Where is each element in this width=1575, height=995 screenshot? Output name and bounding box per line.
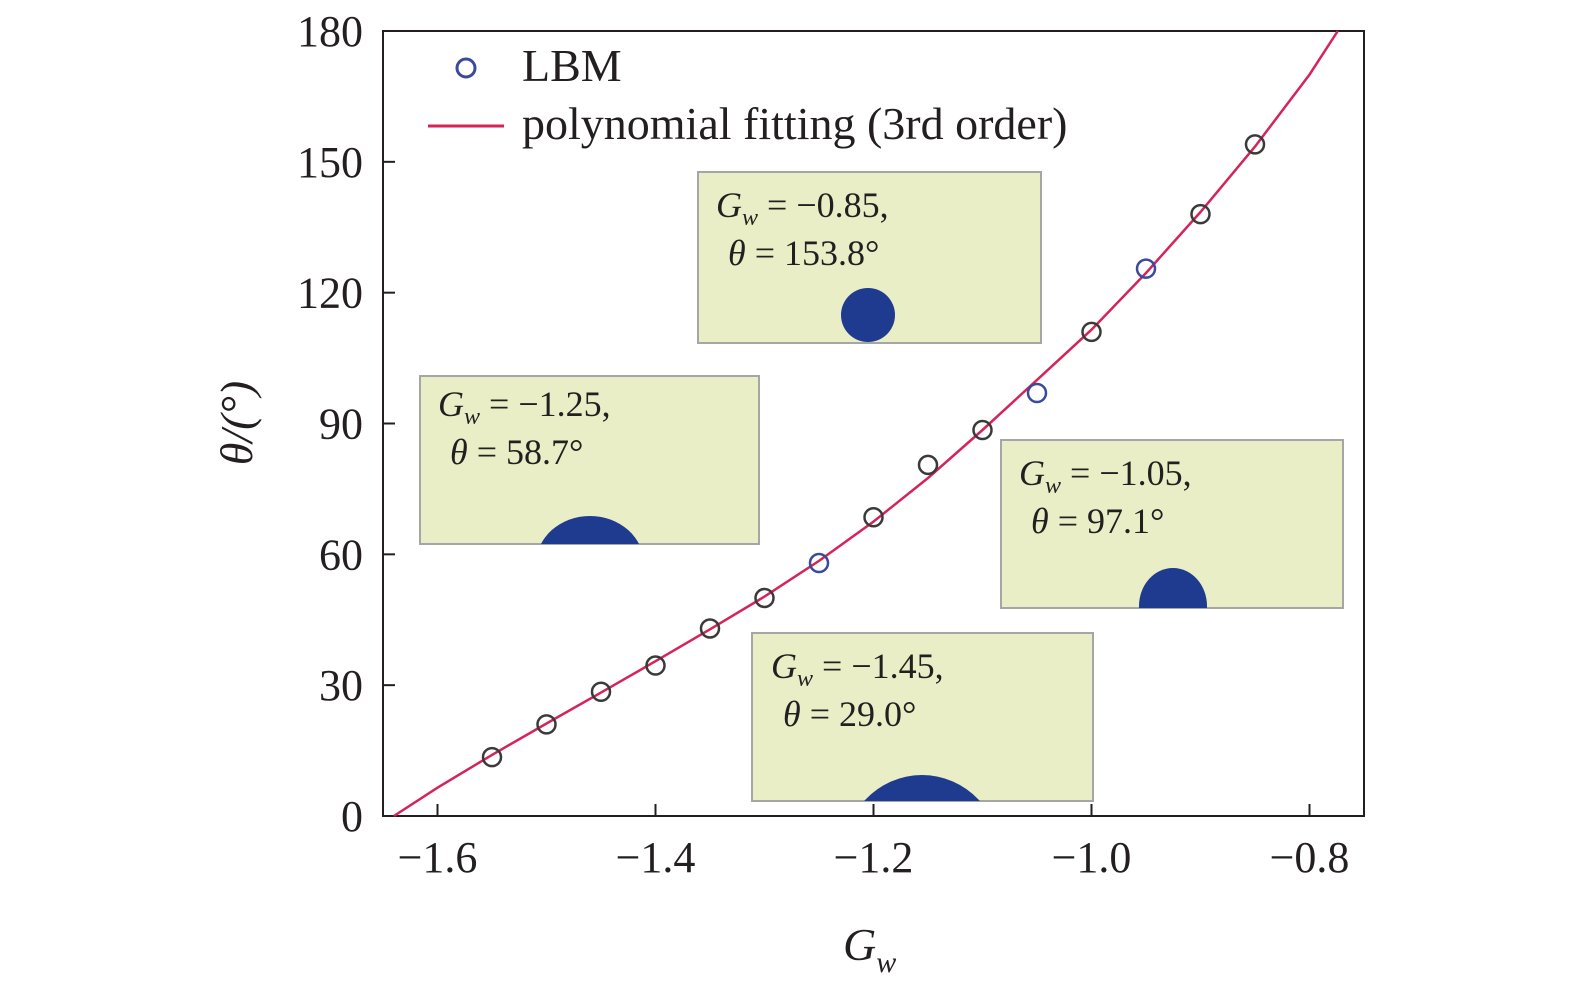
- tick-labels: −1.6 −1.4 −1.2 −1.0 −0.8 0 30 60 90 120 150 180: [297, 7, 1349, 882]
- axis-ticks: [383, 30, 1311, 817]
- legend-fit-label: polynomial fitting (3rd order): [522, 98, 1068, 149]
- lbm-data-point: [754, 587, 775, 609]
- lbm-data-point: [917, 454, 939, 476]
- lbm-data-point: [1135, 258, 1157, 279]
- lbm-data-point: [590, 681, 612, 702]
- inset-theta-value: = 29.0°: [801, 694, 917, 734]
- inset-droplet-panels: Gw = −0.85,θ = 153.8°Gw = −1.25,θ = 58.7…: [419, 171, 1344, 802]
- inset-panel: Gw = −0.85,θ = 153.8°: [697, 171, 1042, 344]
- inset-gw-subscript: w: [1045, 473, 1061, 499]
- y-axis-title: θ/(°): [211, 381, 262, 465]
- lbm-data-point: [536, 714, 557, 735]
- inset-theta-text: θ = 58.7°: [450, 432, 583, 472]
- inset-gw-subscript: w: [742, 205, 758, 231]
- inset-gw-value: = −1.45,: [813, 646, 944, 686]
- y-tick-label: 150: [297, 138, 363, 187]
- legend-lbm-marker: [455, 57, 477, 79]
- x-axis-title: Gw: [843, 919, 896, 979]
- y-tick-label: 180: [297, 7, 363, 56]
- x-tick-label: −1.6: [398, 833, 478, 882]
- inset-gw-symbol: G: [771, 646, 797, 686]
- lbm-data-point: [808, 552, 830, 574]
- inset-gw-symbol: G: [1019, 453, 1045, 493]
- inset-gw-text: Gw = −1.25,: [438, 384, 611, 430]
- inset-theta-text: θ = 97.1°: [1031, 501, 1164, 541]
- inset-theta-symbol: θ: [1031, 501, 1049, 541]
- lbm-data-point: [1081, 321, 1102, 343]
- inset-background: [751, 632, 1094, 802]
- x-tick-label: −1.0: [1052, 833, 1132, 882]
- inset-theta-value: = 97.1°: [1049, 501, 1165, 541]
- inset-background: [419, 375, 760, 545]
- x-tick-label: −0.8: [1270, 833, 1350, 882]
- legend: LBM polynomial fitting (3rd order): [428, 40, 1068, 149]
- y-tick-label: 60: [319, 530, 363, 579]
- inset-gw-subscript: w: [464, 404, 480, 430]
- inset-panel: Gw = −1.05,θ = 97.1°: [1000, 439, 1344, 609]
- inset-gw-value: = −1.05,: [1061, 453, 1192, 493]
- lbm-data-point: [972, 419, 993, 441]
- inset-gw-symbol: G: [438, 384, 464, 424]
- y-tick-label: 120: [297, 269, 363, 318]
- inset-gw-value: = −1.25,: [480, 384, 611, 424]
- x-tick-label: −1.4: [616, 833, 696, 882]
- inset-panel: Gw = −1.45,θ = 29.0°: [751, 632, 1094, 802]
- droplet: [864, 775, 980, 801]
- y-tick-label: 90: [319, 400, 363, 449]
- droplet: [540, 516, 640, 544]
- inset-gw-value: = −0.85,: [758, 185, 889, 225]
- lbm-data-point: [1190, 203, 1211, 225]
- lbm-data-point: [863, 507, 884, 528]
- droplet-shape: [1139, 568, 1207, 608]
- inset-panel: Gw = −1.25,θ = 58.7°: [419, 375, 760, 545]
- lbm-data-point: [699, 618, 721, 639]
- lbm-data-point: [1026, 382, 1048, 404]
- y-tick-label: 0: [341, 792, 363, 841]
- inset-gw-text: Gw = −0.85,: [716, 185, 889, 231]
- inset-theta-text: θ = 29.0°: [783, 694, 916, 734]
- droplet-shape: [540, 516, 640, 544]
- fit-line: [393, 30, 1339, 818]
- inset-gw-symbol: G: [716, 185, 742, 225]
- inset-gw-subscript: w: [797, 666, 813, 692]
- inset-theta-symbol: θ: [783, 694, 801, 734]
- fit-line-group: [393, 30, 1339, 818]
- lbm-data-point: [481, 746, 503, 768]
- droplet-shape: [864, 775, 980, 801]
- droplet: [841, 288, 895, 342]
- lbm-markers: [481, 134, 1266, 768]
- lbm-data-point: [1244, 134, 1266, 155]
- inset-theta-symbol: θ: [450, 432, 468, 472]
- inset-theta-symbol: θ: [728, 233, 746, 273]
- inset-theta-value: = 153.8°: [746, 233, 880, 273]
- x-axis-title-main: G: [843, 919, 876, 970]
- inset-gw-text: Gw = −1.05,: [1019, 453, 1192, 499]
- inset-theta-text: θ = 153.8°: [728, 233, 879, 273]
- x-tick-label: −1.2: [834, 833, 914, 882]
- legend-lbm-label: LBM: [522, 40, 622, 91]
- inset-gw-text: Gw = −1.45,: [771, 646, 944, 692]
- lbm-data-point: [645, 655, 666, 676]
- y-axis-title-text: θ/(°): [211, 381, 262, 465]
- droplet-shape: [841, 288, 895, 342]
- x-axis-title-sub: w: [876, 946, 896, 979]
- inset-theta-value: = 58.7°: [468, 432, 584, 472]
- y-tick-label: 30: [319, 661, 363, 710]
- x-axis-title-text: Gw: [843, 919, 896, 979]
- droplet: [1139, 568, 1207, 608]
